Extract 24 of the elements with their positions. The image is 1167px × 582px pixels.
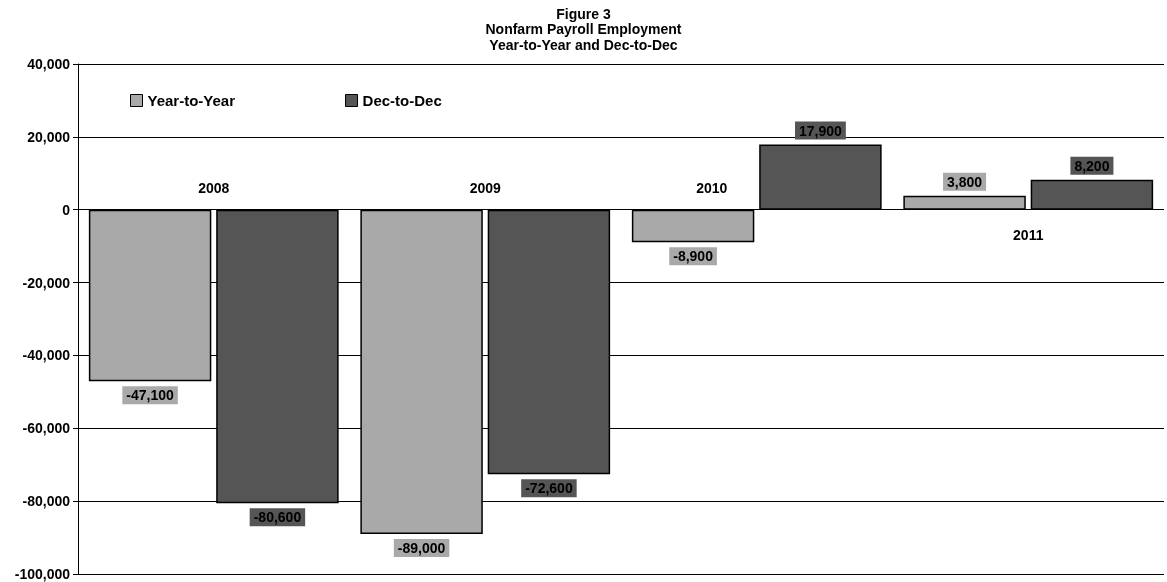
y-tick-label: -100,000	[14, 566, 71, 582]
chart-title: Figure 3	[556, 6, 611, 22]
y-tick-label: -20,000	[22, 274, 71, 291]
y-tick-label: -40,000	[22, 347, 71, 364]
y-tick-label: 40,000	[27, 56, 71, 72]
legend-label: Year-to-Year	[147, 92, 236, 109]
legend-label: Dec-to-Dec	[362, 92, 442, 109]
data-label: -8,900	[673, 248, 714, 265]
y-tick-label: -60,000	[22, 420, 71, 437]
data-label: -72,600	[525, 480, 573, 497]
chart-subtitle: Nonfarm Payroll Employment Year-to-Year and Dec-to-Dec	[485, 21, 682, 53]
x-tick-label: 2008	[198, 179, 230, 196]
y-tick-label: 0	[62, 201, 71, 218]
data-label: -89,000	[397, 539, 446, 556]
y-tick-label: 20,000	[27, 128, 71, 145]
x-tick-label: 2011	[1013, 226, 1044, 243]
x-tick-label: 2010	[696, 179, 728, 196]
data-label: -47,100	[126, 387, 175, 404]
data-label: 8,200	[1074, 157, 1110, 174]
data-label: 17,900	[799, 122, 843, 139]
data-label: 3,800	[947, 173, 983, 190]
x-tick-label: 2009	[469, 179, 502, 196]
data-label: -80,600	[253, 509, 302, 526]
y-tick-label: -80,000	[22, 493, 71, 510]
